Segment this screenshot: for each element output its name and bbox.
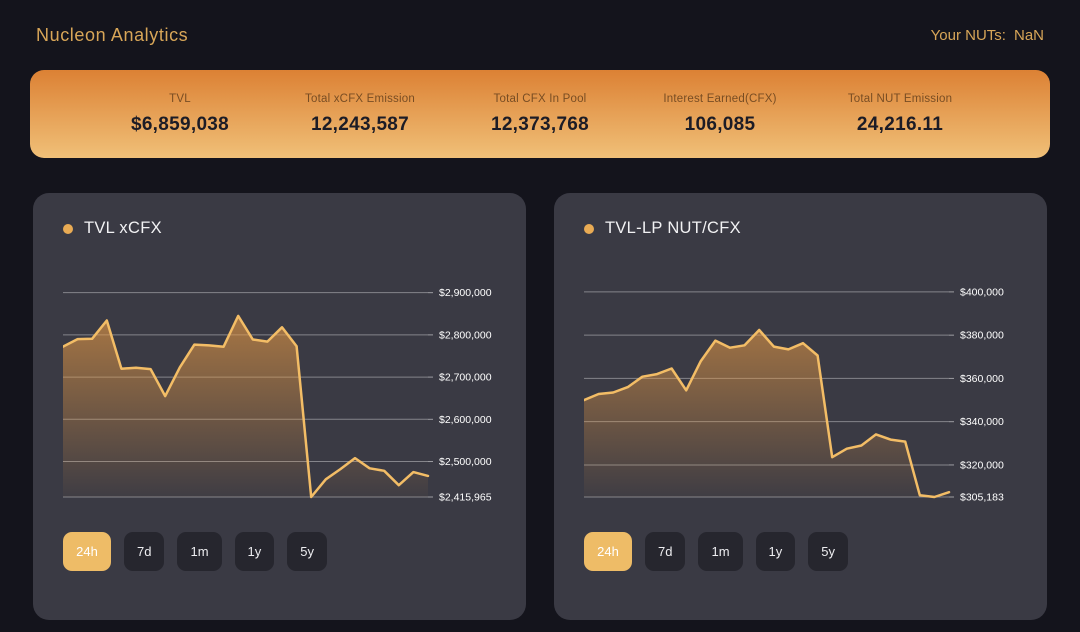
series-dot-icon xyxy=(584,223,594,234)
y-axis-label: $340,000 xyxy=(960,416,1004,428)
stat-value: $6,859,038 xyxy=(130,113,230,135)
series-dot-icon xyxy=(63,223,73,234)
stat-value: 12,243,587 xyxy=(310,113,410,135)
y-axis-label: $2,500,000 xyxy=(439,456,492,468)
your-nuts-label: Your NUTs: xyxy=(930,26,1006,44)
your-nuts: Your NUTs: NaN xyxy=(931,27,1044,44)
header: Nucleon Analytics Your NUTs: NaN xyxy=(0,0,1080,70)
stat-total-xcfx-emission: Total xCFX Emission 12,243,587 xyxy=(270,93,450,136)
y-axis-label: $305,183 xyxy=(960,492,1004,504)
y-axis-label: $2,800,000 xyxy=(439,329,492,341)
stats-bar: TVL $6,859,038 Total xCFX Emission 12,24… xyxy=(30,70,1050,158)
charts-row: TVL xCFX $2,900,000 $2,800,000 $2,700,000 $… xyxy=(33,193,1047,620)
chart-canvas: $2,900,000 $2,800,000 $2,700,000 $2,600,000… xyxy=(61,287,492,504)
y-axis-label: $380,000 xyxy=(960,330,1004,342)
chart-card-tvl-xcfx: TVL xCFX $2,900,000 $2,800,000 $2,700,000 $… xyxy=(33,193,526,620)
y-axis-label: $400,000 xyxy=(960,286,1004,298)
area-chart-tvl-xcfx[interactable]: $2,900,000 $2,800,000 $2,700,000 $2,600,000… xyxy=(61,274,496,504)
y-axis-label: $2,600,000 xyxy=(439,414,492,426)
stat-interest-earned: Interest Earned(CFX) 106,085 xyxy=(630,93,810,136)
stat-total-nut-emission: Total NUT Emission 24,216.11 xyxy=(810,93,990,136)
chart-area xyxy=(584,330,949,497)
range-button-5y[interactable]: 5y xyxy=(808,532,848,571)
range-button-24h[interactable]: 24h xyxy=(63,532,111,571)
range-button-7d[interactable]: 7d xyxy=(124,532,165,571)
stat-label: TVL xyxy=(169,92,191,105)
chart-title: TVL-LP NUT/CFX xyxy=(605,219,741,237)
time-range-group: 24h 7d 1m 1y 5y xyxy=(584,532,1017,571)
stat-label: Total NUT Emission xyxy=(847,92,953,105)
chart-canvas: $400,000 $380,000 $360,000 $340,000 $320,000… xyxy=(582,286,1004,504)
range-button-5y[interactable]: 5y xyxy=(287,532,327,571)
chart-header: TVL xCFX xyxy=(63,219,496,238)
time-range-group: 24h 7d 1m 1y 5y xyxy=(63,532,496,571)
range-button-7d[interactable]: 7d xyxy=(645,532,686,571)
stat-value: 106,085 xyxy=(684,113,756,135)
range-button-1m[interactable]: 1m xyxy=(698,532,743,571)
chart-line xyxy=(582,328,951,499)
chart-header: TVL-LP NUT/CFX xyxy=(584,219,1017,238)
stat-label: Total xCFX Emission xyxy=(305,92,415,105)
stat-value: 24,216.11 xyxy=(856,113,944,135)
range-button-1y[interactable]: 1y xyxy=(755,532,796,571)
chart-title: TVL xCFX xyxy=(84,219,162,237)
y-axis-label: $2,415,965 xyxy=(439,492,492,504)
stat-total-cfx-in-pool: Total CFX In Pool 12,373,768 xyxy=(450,93,630,136)
chart-card-tvl-lp-nut-cfx: TVL-LP NUT/CFX $400,000 $380,000 $360,000 $… xyxy=(554,193,1047,620)
stat-label: Total CFX In Pool xyxy=(493,92,587,105)
chart-area xyxy=(63,315,428,497)
stat-tvl: TVL $6,859,038 xyxy=(90,93,270,136)
range-button-1m[interactable]: 1m xyxy=(177,532,222,571)
y-axis-label: $2,700,000 xyxy=(439,372,492,384)
area-chart-tvl-lp-nut-cfx[interactable]: $400,000 $380,000 $360,000 $340,000 $320,000… xyxy=(582,274,1017,504)
y-axis-label: $360,000 xyxy=(960,373,1004,385)
your-nuts-value: NaN xyxy=(1013,26,1044,44)
y-axis-label: $320,000 xyxy=(960,459,1004,471)
stat-label: Interest Earned(CFX) xyxy=(663,92,777,105)
chart-line xyxy=(61,314,430,499)
range-button-24h[interactable]: 24h xyxy=(584,532,632,571)
range-button-1y[interactable]: 1y xyxy=(234,532,275,571)
stat-value: 12,373,768 xyxy=(490,113,590,135)
app-title: Nucleon Analytics xyxy=(36,24,189,45)
y-axis-label: $2,900,000 xyxy=(439,287,492,299)
